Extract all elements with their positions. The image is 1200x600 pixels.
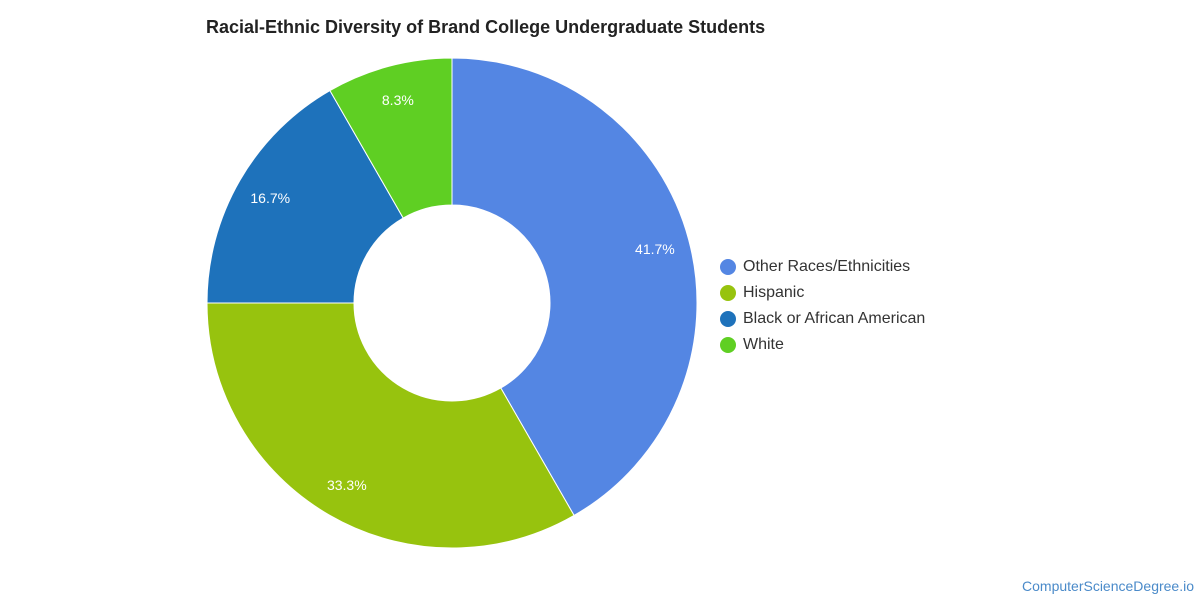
slice-label-hispanic: 33.3% — [327, 477, 367, 493]
legend-item-hispanic[interactable]: Hispanic — [720, 280, 925, 306]
legend-item-other-races[interactable]: Other Races/Ethnicities — [720, 254, 925, 280]
legend-item-white[interactable]: White — [720, 332, 925, 358]
legend-swatch-icon — [720, 311, 736, 327]
legend-label: Black or African American — [743, 310, 926, 327]
slice-white[interactable] — [329, 57, 453, 219]
chart-legend: Other Races/Ethnicities Hispanic Black o… — [720, 254, 925, 358]
legend-label: White — [743, 336, 784, 353]
slice-black-african-american[interactable] — [206, 89, 404, 304]
legend-swatch-icon — [720, 337, 736, 353]
legend-swatch-icon — [720, 285, 736, 301]
slice-label-other-races: 41.7% — [635, 241, 675, 257]
slice-hispanic[interactable] — [206, 302, 575, 549]
legend-item-black-african-american[interactable]: Black or African American — [720, 306, 925, 332]
slice-other-races[interactable] — [451, 57, 698, 517]
legend-label: Hispanic — [743, 284, 805, 301]
legend-label: Other Races/Ethnicities — [743, 258, 911, 275]
source-link[interactable]: ComputerScienceDegree.io — [1022, 578, 1194, 594]
slice-label-black-african-american: 16.7% — [250, 190, 290, 206]
chart-title: Racial-Ethnic Diversity of Brand College… — [206, 17, 766, 37]
legend-swatch-icon — [720, 259, 736, 275]
slice-label-white: 8.3% — [382, 92, 414, 108]
